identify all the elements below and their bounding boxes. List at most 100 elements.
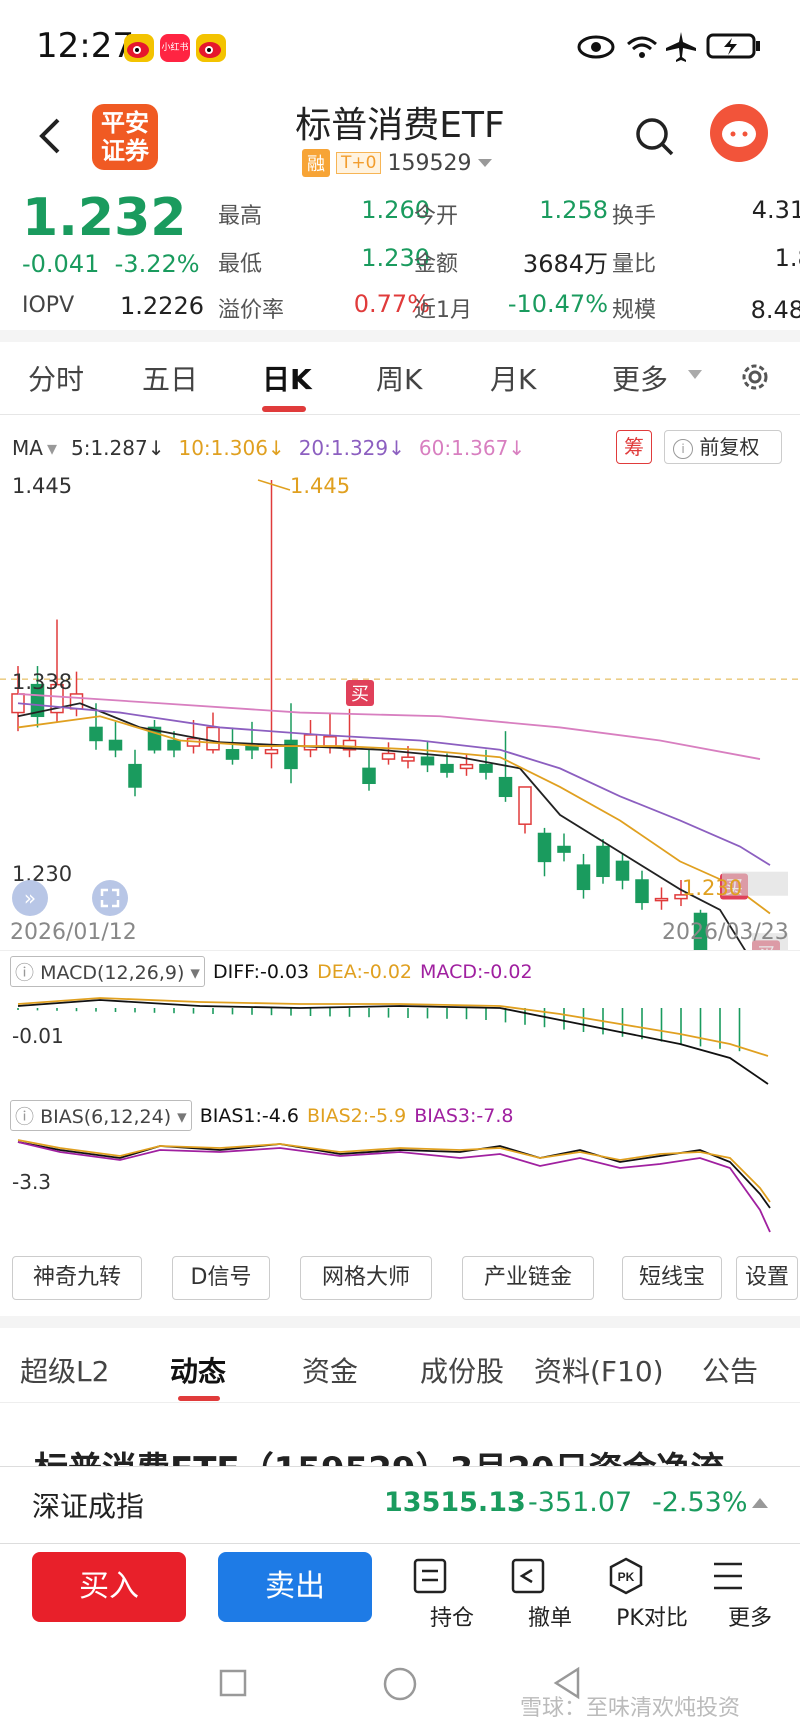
quote-value: 1.80 xyxy=(774,244,800,272)
quote-value: 4.31% xyxy=(751,196,800,224)
tool-button[interactable]: D信号 xyxy=(172,1256,270,1300)
home-icon[interactable] xyxy=(382,1666,418,1702)
chip-button[interactable]: 筹 xyxy=(616,430,652,464)
chat-icon xyxy=(722,121,756,147)
index-name: 深证成指 xyxy=(32,1490,145,1523)
chart-tab[interactable]: 五日 xyxy=(142,363,199,396)
quote-value: 1.260 xyxy=(361,196,430,224)
peak-label: 1.445 xyxy=(290,474,351,498)
undo-icon xyxy=(511,1558,545,1594)
cancel-order-button[interactable]: 撤单 xyxy=(510,1556,590,1632)
candle xyxy=(147,720,162,754)
info-icon: ⓘ xyxy=(15,1106,35,1128)
search-icon[interactable] xyxy=(632,114,676,158)
iopv: IOPV 1.2226 xyxy=(22,292,204,320)
candle xyxy=(576,853,591,899)
buy-button[interactable]: 买入 xyxy=(32,1552,186,1622)
quote-label: 近1月 xyxy=(414,298,472,323)
xiaohongshu-icon: 小红书 xyxy=(160,34,190,62)
divider xyxy=(0,1316,800,1328)
fund-code: 159529 xyxy=(387,150,472,176)
info-icon: ⓘ xyxy=(15,962,35,984)
back-nav-icon[interactable] xyxy=(552,1666,582,1700)
chevron-down-icon xyxy=(478,159,493,167)
candle xyxy=(284,703,298,784)
recent-apps-icon[interactable] xyxy=(218,1668,248,1698)
chart-tab[interactable]: 更多 xyxy=(612,363,669,396)
svg-text:买: 买 xyxy=(351,684,369,705)
fullscreen-icon[interactable] xyxy=(92,880,128,916)
candle xyxy=(362,749,376,791)
chart-tab[interactable]: 月K xyxy=(490,363,537,396)
adjust-button[interactable]: i 前复权 xyxy=(664,430,782,464)
quote-label: 规模 xyxy=(612,298,657,323)
ma-legend[interactable]: MA ▾ 5:1.287↓ 10:1.306↓ 20:1.329↓ 60:1.36… xyxy=(12,436,526,460)
info-tab[interactable]: 公告 xyxy=(702,1355,759,1388)
holdings-button[interactable]: 持仓 xyxy=(412,1556,492,1632)
chart-tab[interactable]: 分时 xyxy=(28,363,85,396)
info-tab[interactable]: 资金 xyxy=(302,1355,359,1388)
candle xyxy=(596,839,610,884)
kline-chart[interactable]: 买买买 xyxy=(0,470,800,950)
chart-tab[interactable]: 日K xyxy=(262,363,312,396)
broker-logo: 平安 证券 xyxy=(92,104,158,170)
index-value: 13515.13 xyxy=(384,1487,526,1518)
quote-value: 3684万 xyxy=(522,250,608,278)
divider xyxy=(0,330,800,342)
candle xyxy=(518,786,532,834)
quote-value: 8.48亿 xyxy=(750,296,800,324)
candle xyxy=(381,742,396,765)
candle xyxy=(342,708,357,758)
candle xyxy=(635,870,649,910)
date-start: 2026/01/12 xyxy=(10,920,137,945)
watermark: 雪球：至味清欢炖投资 xyxy=(520,1696,741,1721)
candle xyxy=(225,727,240,765)
quote-label: 金额 xyxy=(414,252,459,277)
candle xyxy=(206,712,220,754)
chart-tab[interactable]: 周K xyxy=(376,363,423,396)
candle xyxy=(167,731,181,758)
tool-button[interactable]: 网格大师 xyxy=(300,1256,432,1300)
index-change: -351.07 xyxy=(528,1487,633,1518)
ma-line xyxy=(17,693,761,760)
eye-icon xyxy=(577,35,615,59)
candle xyxy=(615,853,630,890)
expand-left-icon[interactable]: » xyxy=(12,880,48,916)
index-pct: -2.53% xyxy=(652,1487,748,1518)
info-tab[interactable]: 资料(F10) xyxy=(534,1355,664,1388)
back-icon[interactable] xyxy=(30,108,70,164)
news-headline[interactable]: 标普消费ETF（159529）3月20日资金净流 xyxy=(34,1442,774,1466)
pk-compare-button[interactable]: PK PK对比 xyxy=(606,1556,698,1632)
tool-button[interactable]: 设置 xyxy=(736,1256,798,1300)
macd-legend[interactable]: ⓘ MACD(12,26,9) ▾ DIFF:-0.03 DEA:-0.02 M… xyxy=(10,956,533,987)
index-bar[interactable]: 深证成指 13515.13 -351.07 -2.53% xyxy=(0,1466,800,1544)
pk-icon: PK xyxy=(609,1557,643,1595)
more-button[interactable]: 更多 xyxy=(710,1556,790,1632)
tool-button[interactable]: 产业链金 xyxy=(462,1256,594,1300)
current-price: 1.232 xyxy=(22,188,187,248)
tool-button[interactable]: 神奇九转 xyxy=(12,1256,142,1300)
low-label: 1.230 xyxy=(682,876,743,900)
margin-tag: 融 xyxy=(302,149,330,177)
candle xyxy=(537,827,552,877)
tool-button[interactable]: 短线宝 xyxy=(622,1256,722,1300)
status-time: 12:27 xyxy=(36,26,134,66)
price-change: -0.041 -3.22% xyxy=(22,250,200,278)
quote-value: -10.47% xyxy=(507,290,608,318)
assistant-avatar[interactable] xyxy=(710,104,768,162)
candle xyxy=(459,753,474,776)
menu-icon xyxy=(714,1562,742,1590)
fund-subtitle[interactable]: 融 T+0 159529 xyxy=(302,148,493,178)
sell-button[interactable]: 卖出 xyxy=(218,1552,372,1622)
wifi-icon xyxy=(627,36,657,58)
weibo-icon xyxy=(124,34,154,62)
quote-label: 溢价率 xyxy=(218,298,285,323)
chevron-up-icon xyxy=(752,1498,768,1508)
info-tab[interactable]: 动态 xyxy=(170,1355,227,1388)
bias-legend[interactable]: ⓘ BIAS(6,12,24) ▾ BIAS1:-4.6 BIAS2:-5.9 … xyxy=(10,1100,514,1131)
dea-line xyxy=(17,997,769,1057)
gear-icon[interactable] xyxy=(738,360,772,394)
quote-label: 换手 xyxy=(612,204,657,229)
info-tab[interactable]: 超级L2 xyxy=(20,1355,110,1388)
info-tab[interactable]: 成份股 xyxy=(420,1355,505,1388)
